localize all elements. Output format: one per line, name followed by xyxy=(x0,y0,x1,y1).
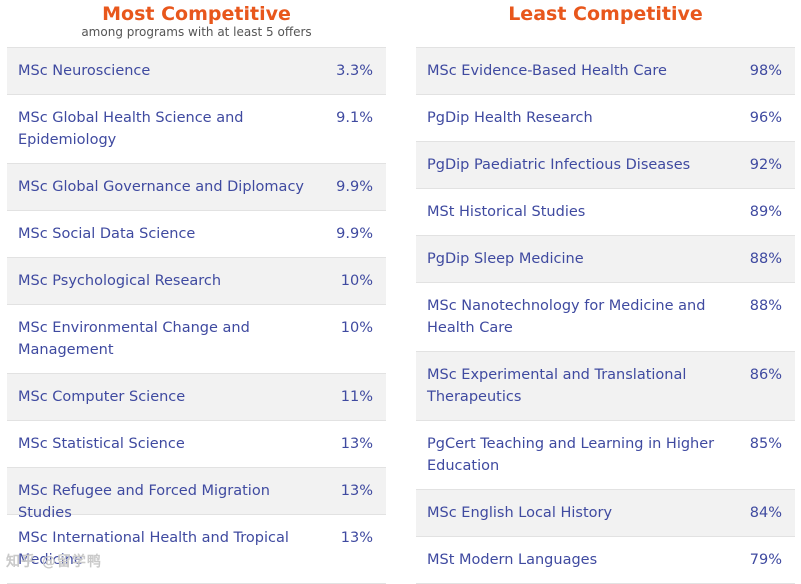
table-row: MSc Neuroscience 3.3% xyxy=(7,48,386,95)
program-name: MSc Global Health Science and Epidemiolo… xyxy=(18,110,244,148)
program-name: MSc International Health and Tropical Me… xyxy=(18,530,289,568)
table-row: MSc Global Health Science and Epidemiolo… xyxy=(7,95,386,164)
offer-rate: 10% xyxy=(340,320,373,336)
table-row: MSt Historical Studies 89% xyxy=(416,189,795,236)
offer-rate: 13% xyxy=(340,483,373,499)
offer-rate: 88% xyxy=(749,298,782,314)
offer-rate: 11% xyxy=(340,389,373,405)
table-row: PgDip Health Research 96% xyxy=(416,95,795,142)
least-competitive-table: MSc Evidence-Based Health Care 98% PgDip… xyxy=(416,47,795,584)
offer-rate: 89% xyxy=(749,204,782,220)
offer-rate: 84% xyxy=(749,505,782,521)
watermark: 知乎 @留学鸭 xyxy=(6,554,102,570)
program-name: MSc Evidence-Based Health Care xyxy=(427,63,667,79)
most-competitive-subtitle: among programs with at least 5 offers xyxy=(81,25,312,39)
program-name: MSc Social Data Science xyxy=(18,226,196,242)
program-name: MSc Global Governance and Diplomacy xyxy=(18,179,304,195)
program-name: MSc Refugee and Forced Migration Studies xyxy=(18,483,270,521)
program-name: MSt Historical Studies xyxy=(427,204,586,220)
program-name: MSc Neuroscience xyxy=(18,63,151,79)
program-name: PgDip Health Research xyxy=(427,110,593,126)
offer-rate: 9.9% xyxy=(336,179,373,195)
offer-rate: 13% xyxy=(340,530,373,546)
table-row: MSc Statistical Science 13% xyxy=(7,421,386,468)
table-row: PgDip Paediatric Infectious Diseases 92% xyxy=(416,142,795,189)
table-row: MSc Environmental Change and Management … xyxy=(7,305,386,374)
table-row: MSc Nanotechnology for Medicine and Heal… xyxy=(416,283,795,352)
offer-rate: 3.3% xyxy=(336,63,373,79)
program-name: MSc Psychological Research xyxy=(18,273,222,289)
program-name: MSc Computer Science xyxy=(18,389,186,405)
program-name: MSc Environmental Change and Management xyxy=(18,320,250,358)
offer-rate: 92% xyxy=(749,157,782,173)
table-row: MSc International Health and Tropical Me… xyxy=(7,515,386,584)
most-competitive-title: Most Competitive xyxy=(102,3,291,25)
offer-rate: 86% xyxy=(749,367,782,383)
offer-rate: 13% xyxy=(340,436,373,452)
offer-rate: 85% xyxy=(749,436,782,452)
table-row: MSc Evidence-Based Health Care 98% xyxy=(416,48,795,95)
table-row: MSc Refugee and Forced Migration Studies… xyxy=(7,468,386,521)
program-name: MSc Experimental and Translational Thera… xyxy=(427,367,687,405)
program-name: MSc Nanotechnology for Medicine and Heal… xyxy=(427,298,706,336)
program-name: MSc Statistical Science xyxy=(18,436,185,452)
table-row: MSc Psychological Research 10% xyxy=(7,258,386,305)
table-row: MSc Experimental and Translational Thera… xyxy=(416,352,795,421)
offer-rate: 88% xyxy=(749,251,782,267)
table-row: MSc English Local History 84% xyxy=(416,490,795,537)
offer-rate: 9.9% xyxy=(336,226,373,242)
program-name: MSt Modern Languages xyxy=(427,552,598,568)
offer-rate: 96% xyxy=(749,110,782,126)
offer-rate: 98% xyxy=(749,63,782,79)
most-competitive-table: MSc Neuroscience 3.3% MSc Global Health … xyxy=(7,47,386,584)
least-competitive-title: Least Competitive xyxy=(508,3,703,25)
offer-rate: 10% xyxy=(340,273,373,289)
program-name: PgCert Teaching and Learning in Higher E… xyxy=(427,436,715,474)
table-row: PgDip Sleep Medicine 88% xyxy=(416,236,795,283)
table-row: PgCert Teaching and Learning in Higher E… xyxy=(416,421,795,490)
offer-rate: 79% xyxy=(749,552,782,568)
table-row: MSc Social Data Science 9.9% xyxy=(7,211,386,258)
offer-rate: 9.1% xyxy=(336,110,373,126)
table-row: MSc Global Governance and Diplomacy 9.9% xyxy=(7,164,386,211)
table-row: MSc Computer Science 11% xyxy=(7,374,386,421)
program-name: PgDip Sleep Medicine xyxy=(427,251,584,267)
program-name: PgDip Paediatric Infectious Diseases xyxy=(427,157,691,173)
program-name: MSc English Local History xyxy=(427,505,613,521)
